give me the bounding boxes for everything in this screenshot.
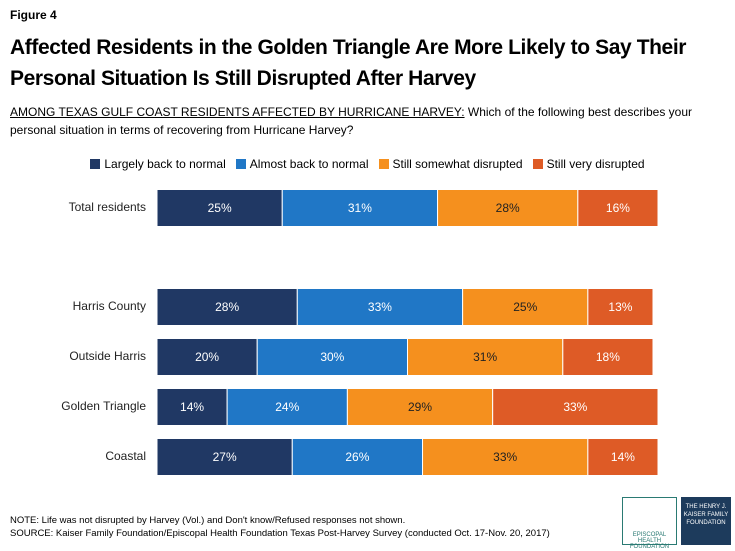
value-label: 28% <box>215 300 239 314</box>
value-label: 31% <box>473 350 497 364</box>
value-label: 14% <box>611 450 635 464</box>
bar-segment <box>291 438 424 476</box>
source: SOURCE: Kaiser Family Foundation/Episcop… <box>10 528 550 539</box>
value-label: 33% <box>368 300 392 314</box>
value-label: 33% <box>563 400 587 414</box>
legend-item: Largely back to normal <box>90 157 226 171</box>
legend-item: Still very disrupted <box>532 157 645 171</box>
value-label: 25% <box>208 201 232 215</box>
legend-item: Almost back to normal <box>235 157 369 171</box>
subtitle: Which of the following best describes yo… <box>10 105 692 137</box>
value-label: 30% <box>320 350 344 364</box>
category-label: Outside Harris <box>69 349 146 363</box>
bar-segment <box>492 388 659 426</box>
category-label: Golden Triangle <box>61 399 146 413</box>
bar-segment <box>422 438 589 476</box>
legend-item: Still somewhat disrupted <box>378 157 523 171</box>
subtitle-block: AMONG TEXAS GULF COAST RESIDENTS AFFECTE… <box>10 103 725 139</box>
bar-segment <box>577 189 659 227</box>
bar-segment <box>346 388 494 426</box>
logo-ehf: EPISCOPAL HEALTH FOUNDATION <box>622 497 677 550</box>
note: NOTE: Life was not disrupted by Harvey (… <box>10 515 406 526</box>
notes: NOTE: Life was not disrupted by Harvey (… <box>10 514 550 540</box>
figure-label: Figure 4 <box>10 8 57 22</box>
category-label: Coastal <box>105 449 146 463</box>
value-label: 13% <box>608 300 632 314</box>
value-label: 28% <box>496 201 520 215</box>
legend-label: Largely back to normal <box>104 157 226 171</box>
value-label: 24% <box>275 400 299 414</box>
bar-segment <box>562 338 654 376</box>
value-label: 29% <box>408 400 432 414</box>
category-label: Harris County <box>73 299 146 313</box>
bar-segment <box>587 438 659 476</box>
logo-kff: THE HENRY J. KAISER FAMILY FOUNDATION <box>681 497 731 545</box>
value-label: 20% <box>195 350 219 364</box>
bar-segment <box>296 288 464 326</box>
value-label: 33% <box>493 450 517 464</box>
value-label: 26% <box>345 450 369 464</box>
legend-swatch <box>532 159 543 169</box>
bar-segment <box>156 388 228 426</box>
bar-segment <box>281 189 439 227</box>
value-label: 25% <box>513 300 537 314</box>
bar-segment <box>156 438 293 476</box>
legend: Largely back to normal Almost back to nor… <box>0 157 735 171</box>
bar-segment <box>587 288 654 326</box>
bar-segment <box>226 388 348 426</box>
bar-segment <box>256 338 409 376</box>
legend-label: Still very disrupted <box>546 157 645 171</box>
subtitle-lead: AMONG TEXAS GULF COAST RESIDENTS AFFECTE… <box>10 105 465 119</box>
chart-title: Affected Residents in the Golden Triangl… <box>10 36 687 90</box>
legend-label: Still somewhat disrupted <box>392 157 523 171</box>
legend-swatch <box>90 159 101 169</box>
legend-swatch <box>235 159 246 169</box>
legend-swatch <box>378 159 389 169</box>
category-label: Total residents <box>69 200 146 214</box>
value-label: 16% <box>606 201 630 215</box>
value-label: 14% <box>180 400 204 414</box>
legend-label: Almost back to normal <box>249 157 369 171</box>
bar-segment <box>437 189 579 227</box>
value-label: 18% <box>596 350 620 364</box>
value-label: 27% <box>213 450 237 464</box>
value-label: 31% <box>348 201 372 215</box>
